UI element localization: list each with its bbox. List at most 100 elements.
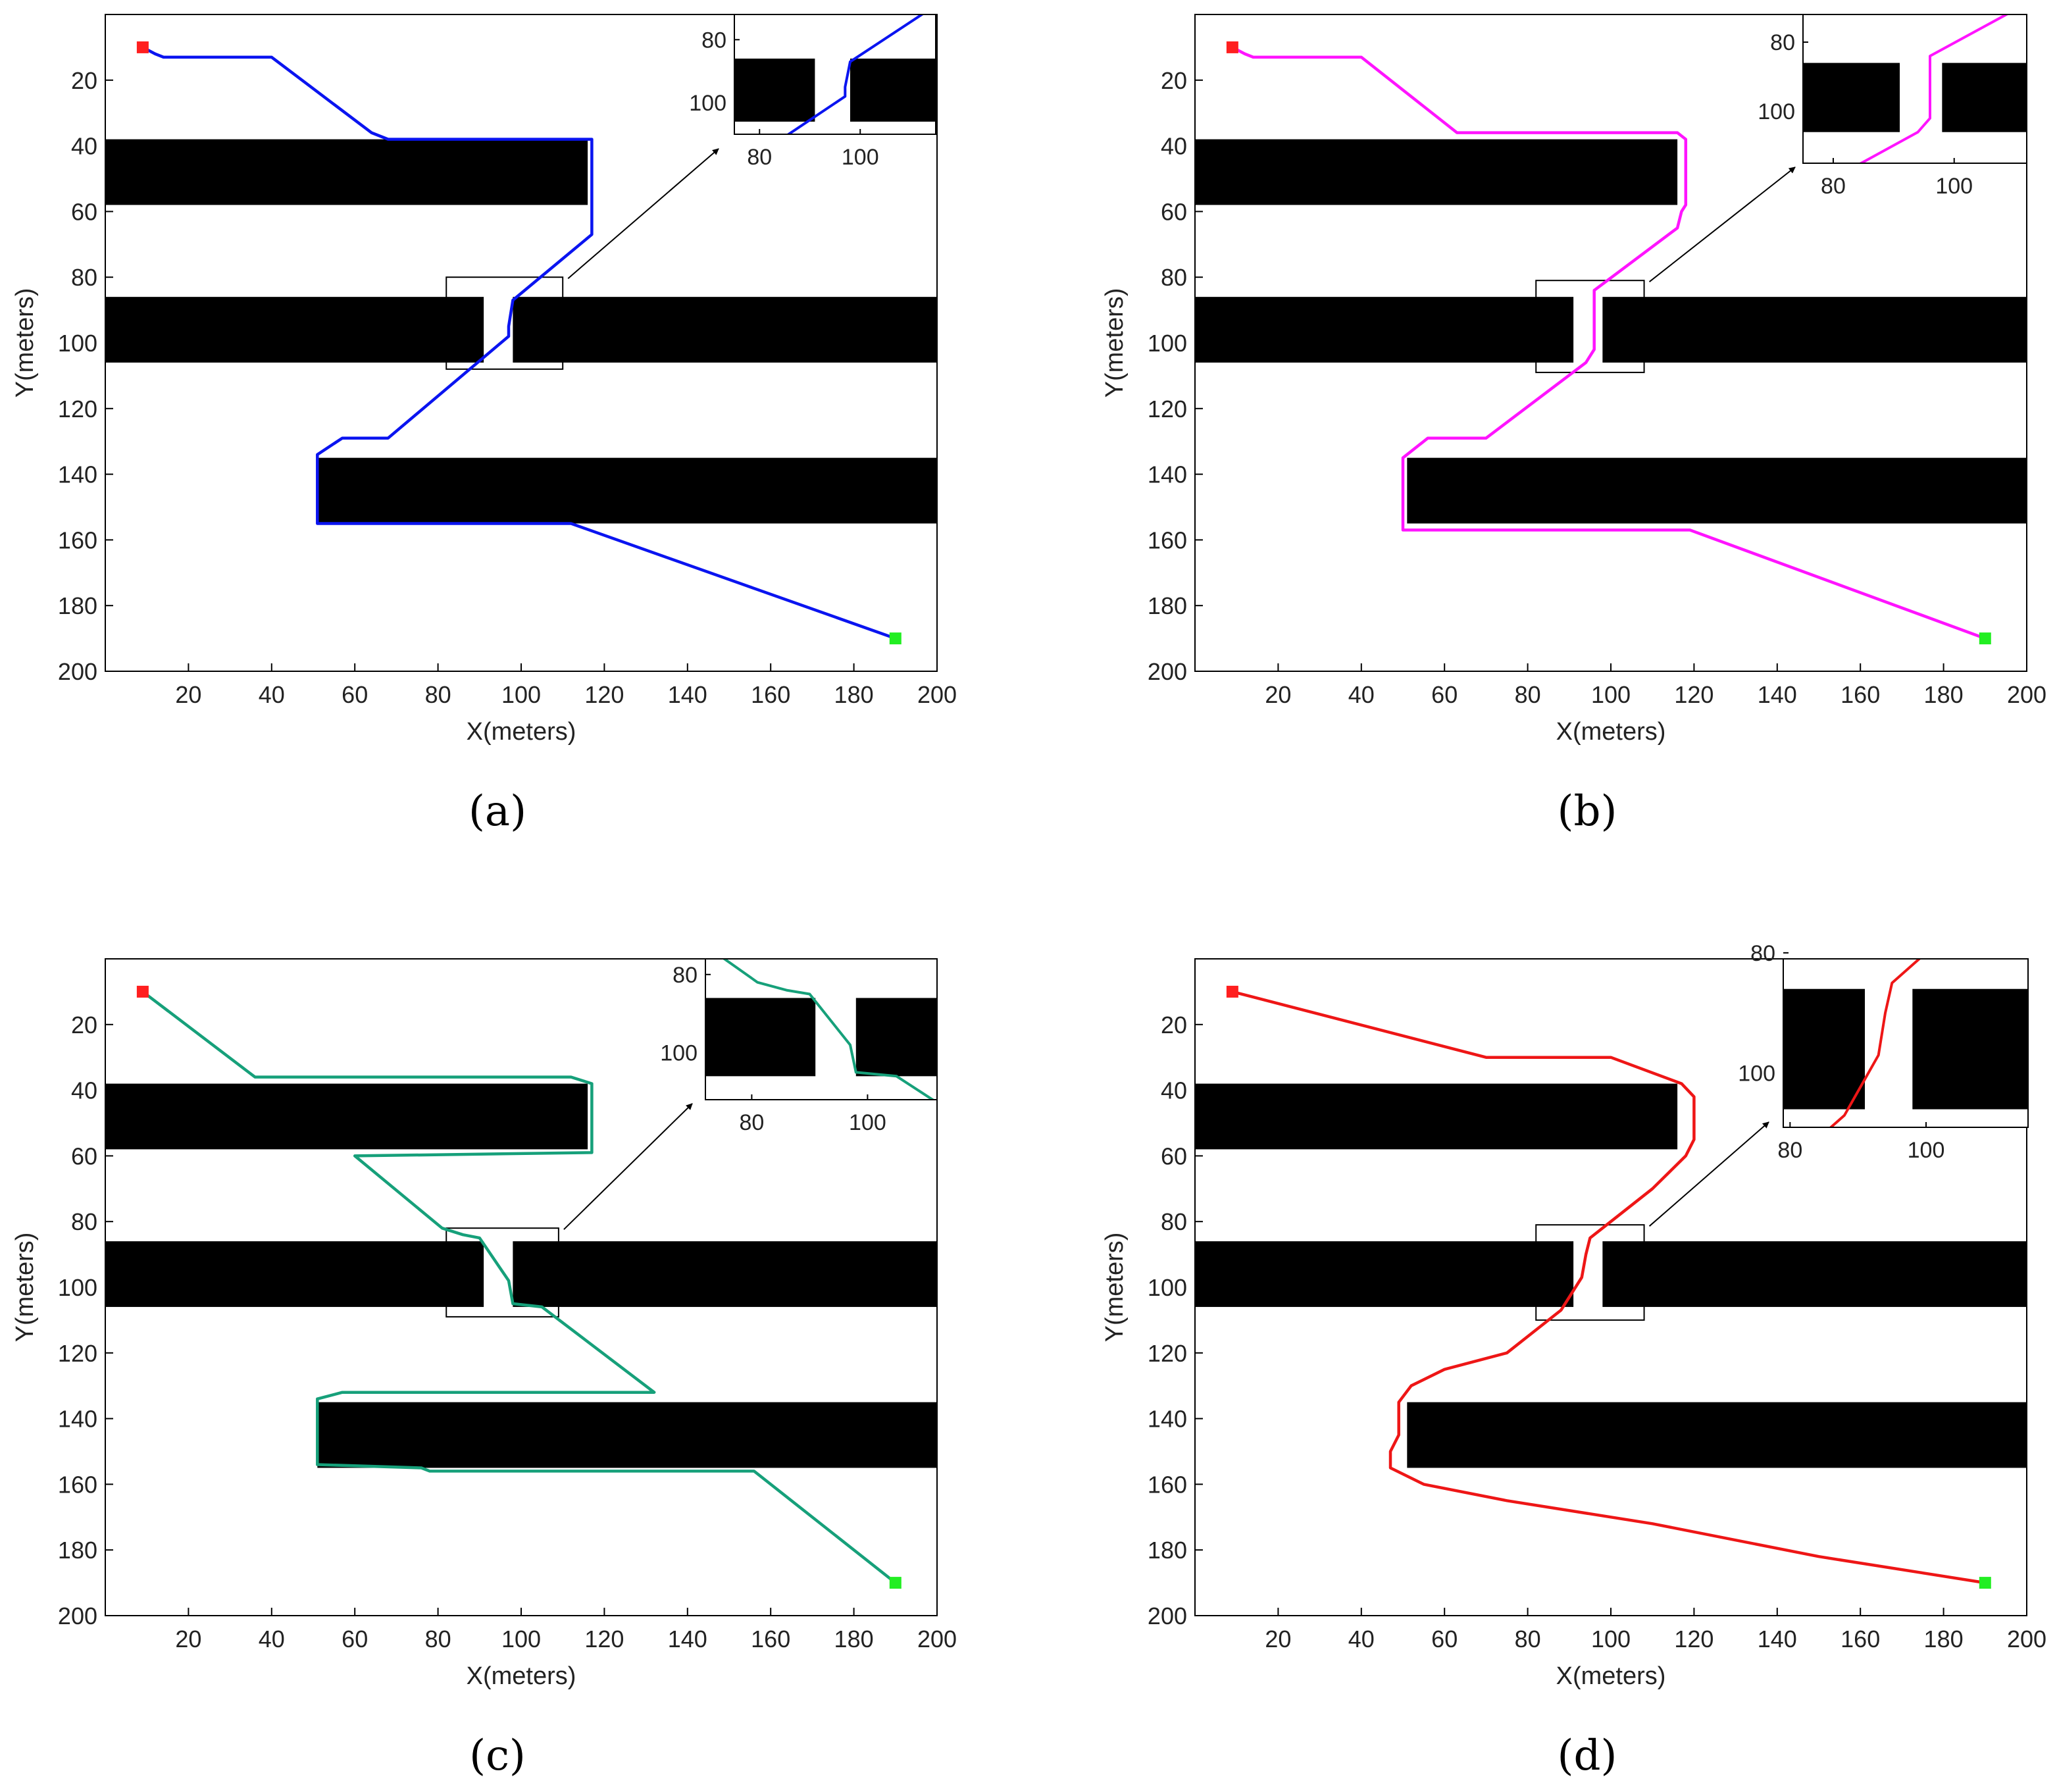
x-tick-label: 80 — [1515, 1626, 1541, 1652]
path-line — [1232, 990, 1986, 1585]
x-tick-label: 100 — [501, 1626, 541, 1652]
panel-caption: (d) — [1558, 1731, 1617, 1780]
x-tick-label: 80 — [425, 681, 451, 708]
x-tick-label: 120 — [1674, 681, 1714, 708]
y-axis-label: Y(meters) — [1101, 1233, 1129, 1343]
goal-marker — [889, 1577, 902, 1589]
inset-content — [705, 959, 937, 1100]
y-tick-label: 180 — [1148, 592, 1187, 619]
y-axis-label: Y(meters) — [1101, 288, 1129, 398]
x-tick-label: 60 — [1431, 681, 1458, 708]
panel-a: 20 40 60 80 100 120 140 160 180 200 20 40 60 80 100 120… — [11, 14, 1363, 836]
inset-content — [1783, 959, 2028, 1127]
y-tick-label: 40 — [1161, 133, 1187, 160]
x-tick-label: 140 — [668, 681, 707, 708]
inset-obstacle-3 — [1942, 63, 2027, 132]
y-tick-label: 200 — [58, 1602, 97, 1629]
y-tick-label: 120 — [58, 396, 97, 422]
x-tick-label: 100 — [1591, 681, 1631, 708]
inset: 80 100 80 100 — [1738, 941, 2029, 1163]
x-tick-label: 60 — [342, 681, 368, 708]
x-tick-label: 20 — [175, 681, 201, 708]
y-tick-label: 200 — [1148, 658, 1187, 685]
inset-path-line — [1829, 959, 1921, 1127]
x-tick-label: 60 — [342, 1626, 368, 1652]
x-tick-label: 180 — [834, 1626, 874, 1652]
y-tick-label: 140 — [1148, 461, 1187, 488]
y-tick-label: 100 — [58, 330, 97, 357]
y-tick-label: 40 — [1161, 1077, 1187, 1104]
x-axis-label: X(meters) — [1556, 718, 1666, 746]
y-tick-label: 60 — [71, 1142, 97, 1169]
inset-y-tick-label: 100 — [1758, 99, 1795, 124]
x-tick-label: 40 — [1348, 681, 1375, 708]
inset: 80 100 80 100 — [1658, 14, 2057, 301]
y-tick-label: 40 — [71, 133, 97, 160]
x-tick-label: 200 — [2007, 1626, 2046, 1652]
x-tick-label: 160 — [1841, 681, 1880, 708]
x-tick-label: 200 — [917, 681, 957, 708]
x-tick-label: 100 — [501, 681, 541, 708]
y-tick-label: 120 — [58, 1340, 97, 1367]
inset: 80 100 80 100 — [613, 14, 1363, 276]
inset-x-tick-label: 80 — [739, 1110, 764, 1135]
inset-x-tick-label: 100 — [842, 145, 879, 170]
inset-obstacle-4 — [1658, 232, 2057, 301]
inset-obstacle-3 — [850, 59, 936, 122]
y-tick-label: 180 — [58, 1537, 97, 1564]
goal-marker — [889, 632, 902, 645]
path-line — [141, 45, 896, 640]
inset-y-tick-label: 100 — [689, 91, 726, 116]
inset-content — [1658, 14, 2057, 301]
x-tick-label: 40 — [259, 681, 285, 708]
y-tick-label: 20 — [71, 67, 97, 94]
obstacle-1 — [1195, 1083, 1678, 1150]
zoom-arrow — [1648, 1121, 1769, 1227]
obstacle-1 — [105, 1083, 588, 1150]
x-tick-label: 200 — [2007, 681, 2046, 708]
y-tick-label: 80 — [71, 1208, 97, 1235]
y-tick-label: 20 — [1161, 67, 1187, 94]
zoom-box — [1535, 1224, 1645, 1321]
y-tick-label: 200 — [1148, 1602, 1187, 1629]
zoom-arrow — [1648, 166, 1796, 282]
x-tick-label: 40 — [1348, 1626, 1375, 1652]
y-tick-label: 140 — [58, 461, 97, 488]
y-axis-label: Y(meters) — [11, 288, 39, 398]
y-tick-label: 80 — [1161, 1208, 1187, 1235]
obstacle-4 — [1407, 1402, 2027, 1468]
y-tick-label: 20 — [71, 1011, 97, 1038]
x-axis-label: X(meters) — [467, 718, 576, 746]
inset-y-tick-label: 80 — [673, 963, 698, 988]
obstacle-3 — [1602, 297, 2027, 363]
inset-obstacle-2 — [1783, 988, 1865, 1110]
x-tick-label: 120 — [584, 1626, 624, 1652]
goal-marker — [1979, 1577, 1991, 1589]
inset-y-tick-label: 80 — [1750, 941, 1775, 966]
x-tick-label: 200 — [917, 1626, 957, 1652]
y-tick-label: 160 — [58, 526, 97, 553]
inset-y-tick-label: 80 — [701, 28, 726, 53]
x-tick-label: 60 — [1431, 1626, 1458, 1652]
y-tick-label: 180 — [1148, 1537, 1187, 1564]
x-tick-label: 160 — [1841, 1626, 1880, 1652]
inset-x-tick-label: 80 — [747, 145, 772, 170]
x-tick-label: 80 — [1515, 681, 1541, 708]
panel-d: 20 40 60 80 100 120 140 160 180 200 20 40 60 80 100 120… — [1101, 941, 2046, 1780]
y-tick-label: 20 — [1161, 1011, 1187, 1038]
y-tick-label: 40 — [71, 1077, 97, 1104]
inset-obstacle-4 — [613, 213, 1363, 276]
inset-y-tick-label: 80 — [1770, 30, 1795, 55]
obstacle-2 — [105, 297, 484, 363]
panel-caption: (b) — [1558, 787, 1617, 836]
inset-frame — [705, 958, 938, 1100]
obstacle-4 — [317, 1402, 937, 1468]
inset-obstacle-2 — [734, 59, 815, 122]
obstacle-4 — [1407, 457, 2027, 524]
y-tick-label: 180 — [58, 592, 97, 619]
obstacle-3 — [513, 297, 937, 363]
inset: 80 100 80 100 — [660, 958, 938, 1135]
obstacle-2 — [1195, 1241, 1574, 1307]
inset-x-tick-label: 100 — [849, 1110, 886, 1135]
obstacle-1 — [105, 139, 588, 205]
